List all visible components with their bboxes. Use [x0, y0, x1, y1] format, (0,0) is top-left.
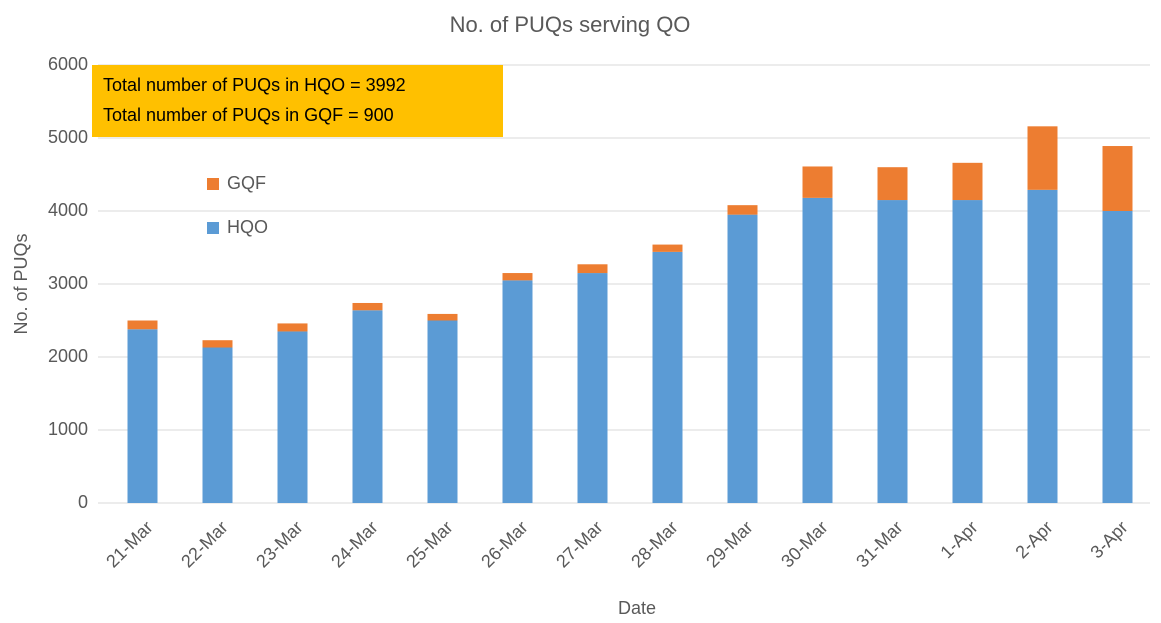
x-tick-label: 22-Mar — [177, 517, 231, 571]
y-tick-label: 5000 — [48, 127, 88, 147]
y-tick-label: 4000 — [48, 200, 88, 220]
bar-segment — [877, 167, 908, 201]
x-tick-label: 26-Mar — [477, 517, 531, 571]
annotation-box — [92, 65, 503, 137]
annotation: Total number of PUQs in HQO = 3992 — [103, 75, 406, 95]
bar-segment — [1027, 126, 1058, 190]
legend-label: HQO — [227, 217, 268, 237]
bar-segment — [502, 273, 533, 281]
bar-segment — [727, 214, 758, 503]
bar-segment — [127, 329, 158, 503]
y-tick-label: 0 — [78, 492, 88, 512]
legend-swatch — [207, 222, 219, 234]
bar-segment — [577, 264, 608, 274]
x-tick-label: 3-Apr — [1086, 517, 1131, 562]
x-tick-label: 24-Mar — [327, 517, 381, 571]
x-tick-label: 25-Mar — [402, 517, 456, 571]
legend-label: GQF — [227, 173, 266, 193]
x-tick-label: 30-Mar — [777, 517, 831, 571]
bar-segment — [802, 166, 833, 198]
bar-segment — [652, 244, 683, 252]
x-tick-label: 29-Mar — [702, 517, 756, 571]
y-tick-label: 2000 — [48, 346, 88, 366]
x-tick-label: 31-Mar — [852, 517, 906, 571]
x-tick-label: 1-Apr — [936, 517, 981, 562]
bar-segment — [1102, 211, 1133, 503]
bar-segment — [1027, 189, 1058, 503]
legend-swatch — [207, 178, 219, 190]
y-tick-label: 6000 — [48, 54, 88, 74]
annotation: Total number of PUQs in GQF = 900 — [103, 105, 394, 125]
x-tick-label: 28-Mar — [627, 517, 681, 571]
x-tick-label: 21-Mar — [102, 517, 156, 571]
bar-segment — [277, 331, 308, 503]
bar-segment — [577, 273, 608, 503]
bar-segment — [352, 310, 383, 503]
bar-segment — [1102, 146, 1133, 211]
y-tick-label: 1000 — [48, 419, 88, 439]
bar-segment — [652, 251, 683, 503]
bar-segment — [802, 197, 833, 504]
bar-segment — [952, 200, 983, 504]
y-axis-title: No. of PUQs — [11, 233, 31, 334]
bar-segment — [502, 280, 533, 503]
y-tick-label: 3000 — [48, 273, 88, 293]
bar-segment — [877, 200, 908, 504]
bar-segment — [352, 302, 383, 311]
bar-segment — [427, 320, 458, 503]
x-tick-label: 27-Mar — [552, 517, 606, 571]
bar-segment — [277, 323, 308, 332]
x-tick-label: 2-Apr — [1011, 517, 1056, 562]
bar-segment — [127, 320, 158, 330]
bar-segment — [202, 340, 233, 348]
bar-segment — [202, 347, 233, 503]
bar-segment — [952, 162, 983, 201]
chart-title: No. of PUQs serving QO — [450, 12, 691, 37]
bar-segment — [427, 313, 458, 321]
x-tick-label: 23-Mar — [252, 517, 306, 571]
x-axis-title: Date — [618, 598, 656, 618]
bar-segment — [727, 205, 758, 215]
